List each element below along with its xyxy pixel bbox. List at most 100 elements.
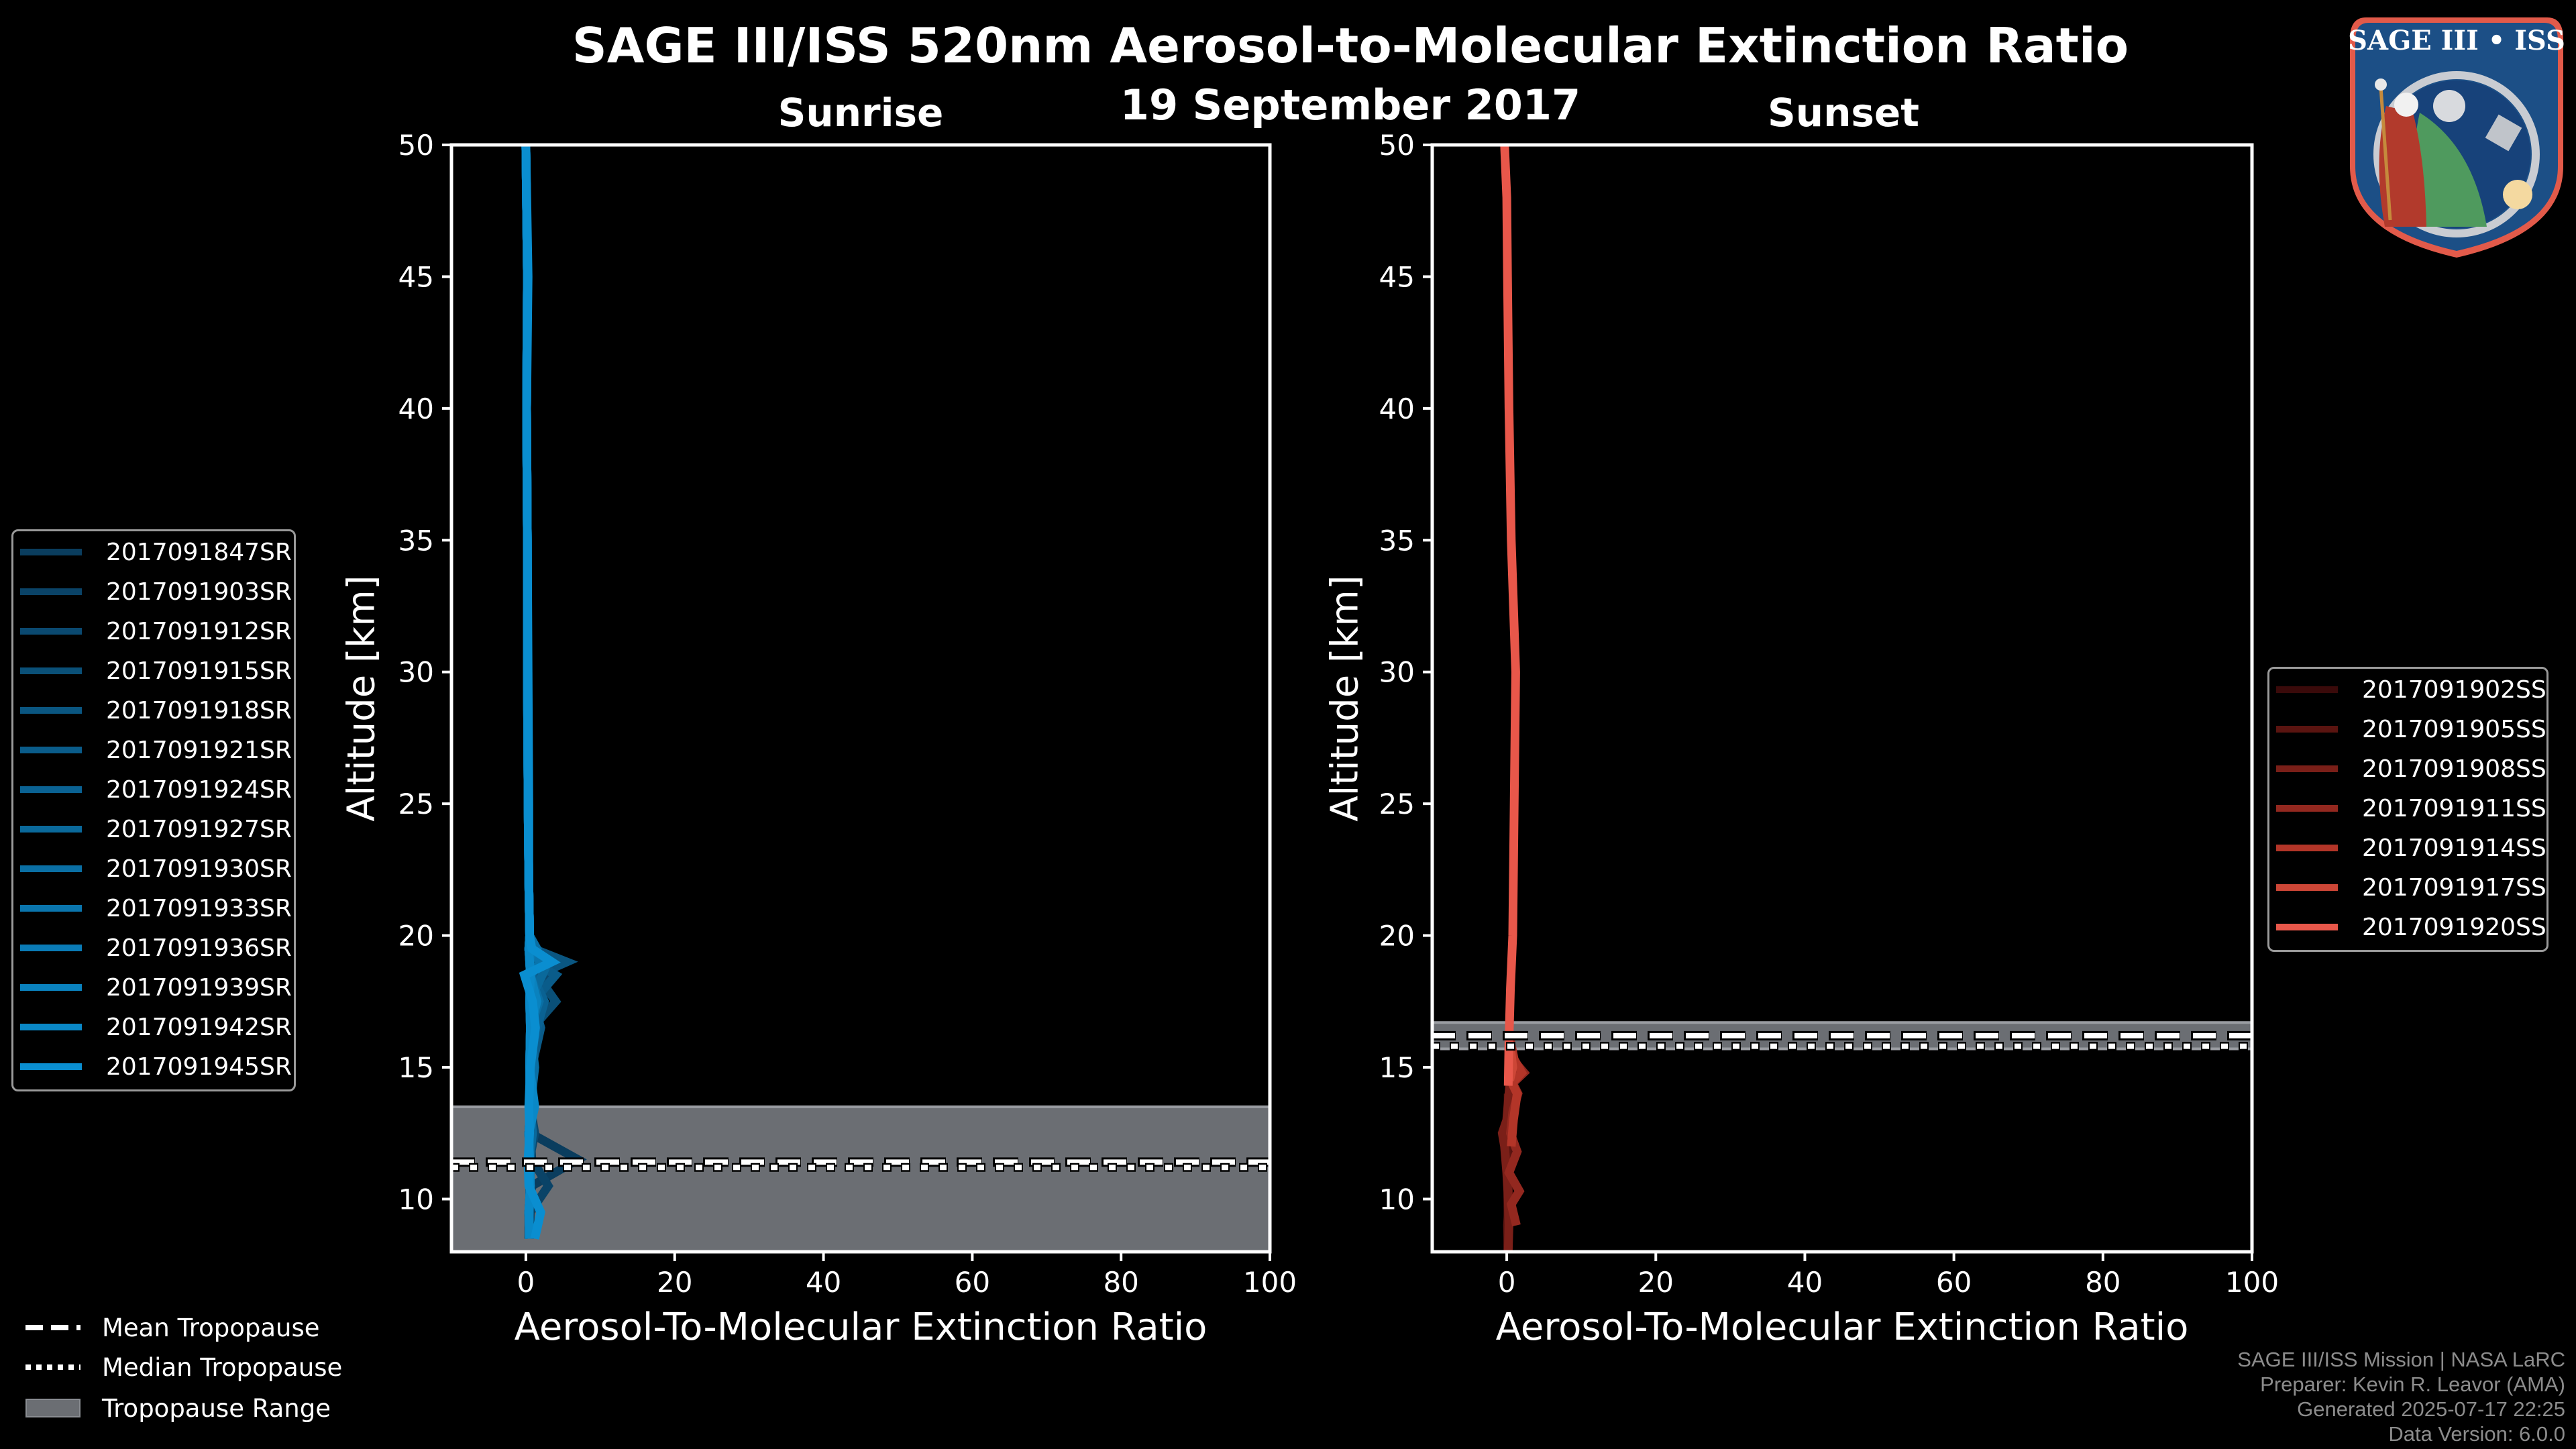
sunset-legend-label: 2017091908SS: [2362, 755, 2546, 783]
logo-text: SAGE III • ISS: [2348, 25, 2565, 56]
sunrise-legend-item: 2017091933SR: [13, 892, 292, 925]
sunrise-legend-item: 2017091930SR: [13, 852, 292, 885]
sunrise-y-tick-label: 45: [398, 260, 434, 293]
sunrise-legend-item: 2017091942SR: [13, 1010, 292, 1044]
sunrise-y-tick-label: 20: [398, 920, 434, 953]
legend-line-swatch-icon: [2276, 726, 2338, 733]
credits-preparer: Preparer: Kevin R. Leavor (AMA): [2260, 1373, 2565, 1396]
sunrise-legend-label: 2017091927SR: [106, 815, 292, 843]
sunrise-legend-item: 2017091903SR: [13, 575, 292, 608]
sunset-legend-label: 2017091905SS: [2362, 715, 2546, 743]
sunset-legend-item: 2017091914SS: [2269, 831, 2546, 865]
legend-mean-label: Mean Tropopause: [102, 1313, 320, 1342]
figure-title: SAGE III/ISS 520nm Aerosol-to-Molecular …: [572, 17, 2129, 74]
legend-line-swatch-icon: [20, 865, 82, 872]
sunset-y-tick-label: 35: [1379, 524, 1415, 557]
legend-line-swatch-icon: [2276, 686, 2338, 693]
legend-line-swatch-icon: [20, 1063, 82, 1070]
sunrise-y-tick-label: 10: [398, 1183, 434, 1216]
legend-line-swatch-icon: [20, 984, 82, 991]
legend-median-label: Median Tropopause: [102, 1352, 343, 1382]
sunset-y-tick-label: 15: [1379, 1051, 1415, 1084]
sunset-legend-label: 2017091920SS: [2362, 913, 2546, 941]
sunset-y-tick-label: 40: [1379, 392, 1415, 425]
sunrise-x-tick-label: 0: [517, 1266, 535, 1299]
sunset-legend-item: 2017091920SS: [2269, 910, 2546, 944]
sunrise-legend-label: 2017091936SR: [106, 934, 292, 962]
sunset-legend-item: 2017091908SS: [2269, 752, 2546, 786]
sunset-y-tick-label: 50: [1379, 129, 1415, 162]
legend-item-median: Median Tropopause: [25, 1350, 342, 1384]
sunrise-legend-item: 2017091936SR: [13, 931, 292, 965]
legend-line-swatch-icon: [20, 786, 82, 793]
sunrise-legend-item: 2017091927SR: [13, 812, 292, 846]
dashed-line-icon: [25, 1325, 80, 1330]
sunrise-legend-label: 2017091912SR: [106, 617, 292, 645]
sunset-legend-item: 2017091905SS: [2269, 712, 2546, 746]
sunrise-legend-item: 2017091918SR: [13, 694, 292, 727]
legend-line-swatch-icon: [20, 549, 82, 555]
sunrise-legend-label: 2017091903SR: [106, 578, 292, 606]
sunrise-series-2017091945SR: [519, 145, 561, 1240]
sunrise-y-tick-label: 35: [398, 524, 434, 557]
sunset-legend-label: 2017091917SS: [2362, 873, 2546, 902]
credits-generated: Generated 2025-07-17 22:25: [2297, 1397, 2565, 1421]
sunset-legend-label: 2017091911SS: [2362, 794, 2546, 822]
sunset-panel-title: Sunset: [1768, 90, 1919, 136]
sunrise-x-axis-label: Aerosol-To-Molecular Extinction Ratio: [514, 1305, 1208, 1349]
sunrise-tropopause-range: [451, 1106, 1270, 1252]
sunset-x-tick-label: 80: [2085, 1266, 2121, 1299]
legend-item-mean: Mean Tropopause: [25, 1311, 320, 1344]
legend-line-swatch-icon: [2276, 845, 2338, 851]
legend-line-swatch-icon: [20, 628, 82, 635]
sunset-x-tick-label: 60: [1936, 1266, 1972, 1299]
sunset-x-tick-label: 0: [1498, 1266, 1516, 1299]
sunrise-legend: 2017091847SR 2017091903SR 2017091912SR 2017…: [11, 529, 296, 1091]
sage-iii-iss-mission-logo: SAGE III • ISS: [2348, 17, 2565, 258]
dotted-line-icon: [25, 1364, 80, 1370]
sunset-x-axis-label: Aerosol-To-Molecular Extinction Ratio: [1495, 1305, 2189, 1349]
sunrise-y-tick-label: 30: [398, 656, 434, 689]
sunset-series-2017091920SS: [1500, 145, 1520, 1086]
sunrise-x-tick-label: 60: [955, 1266, 990, 1299]
sunrise-legend-label: 2017091915SR: [106, 657, 292, 685]
sunrise-legend-item: 2017091945SR: [13, 1050, 292, 1083]
sunrise-legend-label: 2017091924SR: [106, 775, 292, 804]
sunrise-legend-label: 2017091921SR: [106, 736, 292, 764]
sunrise-legend-label: 2017091930SR: [106, 855, 292, 883]
sunrise-panel-title: Sunrise: [777, 90, 944, 136]
sunrise-x-tick-label: 100: [1243, 1266, 1297, 1299]
sunrise-y-tick-label: 40: [398, 392, 434, 425]
sunrise-legend-label: 2017091942SR: [106, 1013, 292, 1041]
sunrise-y-tick-label: 15: [398, 1051, 434, 1084]
sunrise-plot: 0 20 40 60 80 100 10 15 20 25 30 35 40 45 50: [398, 129, 1297, 1299]
credits-mission: SAGE III/ISS Mission | NASA LaRC: [2237, 1348, 2565, 1371]
sunset-y-tick-label: 10: [1379, 1183, 1415, 1216]
sunset-y-tick-label: 25: [1379, 788, 1415, 820]
legend-line-swatch-icon: [2276, 805, 2338, 812]
sunset-plot-area: [1432, 145, 2252, 1252]
legend-line-swatch-icon: [20, 747, 82, 753]
legend-line-swatch-icon: [2276, 924, 2338, 930]
sunrise-legend-label: 2017091918SR: [106, 696, 292, 724]
legend-line-swatch-icon: [20, 707, 82, 714]
sunrise-legend-item: 2017091847SR: [13, 535, 292, 569]
sunset-legend-item: 2017091917SS: [2269, 871, 2546, 904]
legend-line-swatch-icon: [20, 667, 82, 674]
sunrise-legend-label: 2017091933SR: [106, 894, 292, 922]
legend-item-range: Tropopause Range: [25, 1391, 331, 1425]
sunrise-legend-label: 2017091847SR: [106, 538, 292, 566]
sunset-legend-label: 2017091914SS: [2362, 834, 2546, 862]
sunrise-y-tick-label: 25: [398, 788, 434, 820]
sunset-legend-item: 2017091911SS: [2269, 792, 2546, 825]
legend-line-swatch-icon: [20, 826, 82, 833]
sunrise-x-tick-label: 80: [1103, 1266, 1138, 1299]
range-swatch-icon: [25, 1399, 80, 1417]
legend-line-swatch-icon: [20, 588, 82, 595]
legend-range-label: Tropopause Range: [102, 1393, 331, 1423]
sunrise-legend-item: 2017091915SR: [13, 654, 292, 688]
sunrise-legend-item: 2017091912SR: [13, 614, 292, 648]
sunset-y-tick-label: 45: [1379, 260, 1415, 293]
sunset-axes-frame: [1430, 143, 2254, 1254]
sunset-x-tick-label: 100: [2225, 1266, 2279, 1299]
